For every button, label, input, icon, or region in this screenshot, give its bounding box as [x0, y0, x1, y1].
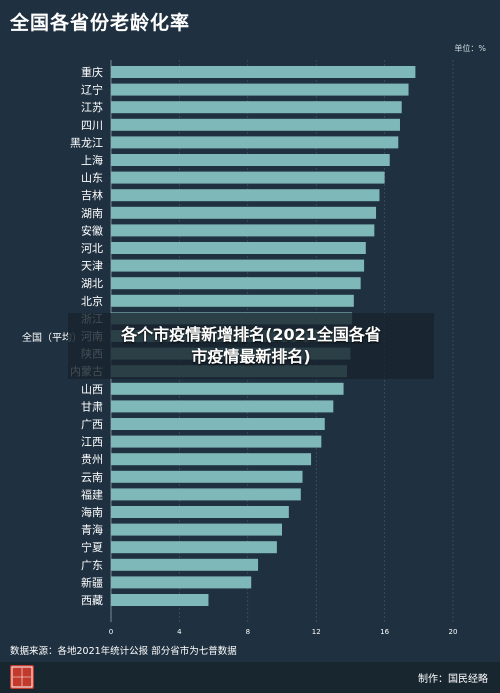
bar-5 — [111, 154, 390, 166]
category-label: 贵州 — [81, 453, 103, 466]
category-label: 青海 — [81, 523, 103, 537]
bar-27 — [111, 541, 277, 554]
category-label: 重庆 — [81, 65, 103, 79]
category-label: 甘肃 — [81, 400, 103, 413]
category-label: 江西 — [81, 436, 103, 449]
brand-logo — [10, 665, 34, 689]
category-label: 宁夏 — [81, 540, 103, 554]
bar-23 — [111, 470, 303, 483]
category-label: 辽宁 — [81, 83, 103, 97]
bar-22 — [111, 453, 312, 466]
category-label: 湖北 — [81, 277, 103, 290]
footer-bar: 制作：国民经略 — [0, 662, 500, 693]
headline-line-1: 各个市疫情新增排名(2021全国各省 — [121, 325, 381, 344]
x-tick-label: 20 — [449, 628, 458, 636]
bar-20 — [111, 418, 325, 430]
category-label: 河北 — [81, 242, 103, 255]
bar-30 — [111, 594, 209, 606]
headline-overlay: 各个市疫情新增排名(2021全国各省 市疫情最新排名) — [68, 313, 434, 379]
bar-24 — [111, 488, 301, 501]
bar-10 — [111, 242, 366, 254]
bar-29 — [111, 576, 252, 589]
bar-25 — [111, 506, 289, 518]
category-label: 安徽 — [81, 223, 103, 237]
bar-11 — [111, 259, 365, 272]
category-label: 吉林 — [81, 188, 103, 202]
category-label: 云南 — [81, 471, 103, 484]
bar-7 — [111, 189, 380, 202]
bar-1 — [111, 83, 409, 96]
bar-21 — [111, 435, 322, 448]
category-label: 广西 — [81, 418, 103, 431]
bar-13 — [111, 294, 354, 307]
bar-6 — [111, 171, 385, 184]
national-average-label: 全国（平均） — [22, 331, 82, 344]
bar-18 — [111, 382, 344, 395]
category-label: 广东 — [81, 559, 103, 572]
x-tick-label: 16 — [380, 628, 389, 636]
headline-line-2: 市疫情最新排名) — [191, 347, 311, 366]
bar-4 — [111, 136, 399, 149]
bar-2 — [111, 101, 402, 114]
bar-28 — [111, 558, 259, 571]
category-label: 黑龙江 — [70, 136, 103, 149]
credit-label: 制作：国民经略 — [418, 674, 488, 685]
data-source: 数据来源：各地2021年统计公报 部分省市为七普数据 — [10, 646, 237, 657]
bar-0 — [111, 66, 416, 78]
page-title: 全国各省份老龄化率 — [10, 12, 191, 34]
bar-19 — [111, 400, 334, 413]
bar-9 — [111, 224, 375, 237]
x-tick-label: 4 — [177, 628, 182, 636]
category-label: 海南 — [81, 505, 103, 519]
category-label: 山东 — [81, 172, 103, 185]
category-label: 四川 — [81, 119, 103, 132]
category-label: 天津 — [81, 260, 103, 273]
x-tick-label: 12 — [312, 628, 321, 636]
category-label: 上海 — [81, 153, 103, 167]
bar-26 — [111, 523, 282, 536]
category-label: 江苏 — [81, 101, 103, 114]
bar-12 — [111, 277, 361, 290]
bar-3 — [111, 118, 400, 131]
category-label: 新疆 — [81, 575, 103, 589]
x-tick-label: 8 — [246, 628, 250, 636]
category-label: 西藏 — [81, 594, 103, 607]
x-tick-label: 0 — [109, 628, 113, 636]
bar-8 — [111, 206, 377, 219]
category-label: 湖南 — [81, 207, 103, 220]
category-label: 福建 — [81, 487, 103, 501]
unit-label: 单位：% — [454, 44, 486, 53]
category-label: 北京 — [81, 294, 103, 308]
category-label: 山西 — [81, 383, 103, 396]
